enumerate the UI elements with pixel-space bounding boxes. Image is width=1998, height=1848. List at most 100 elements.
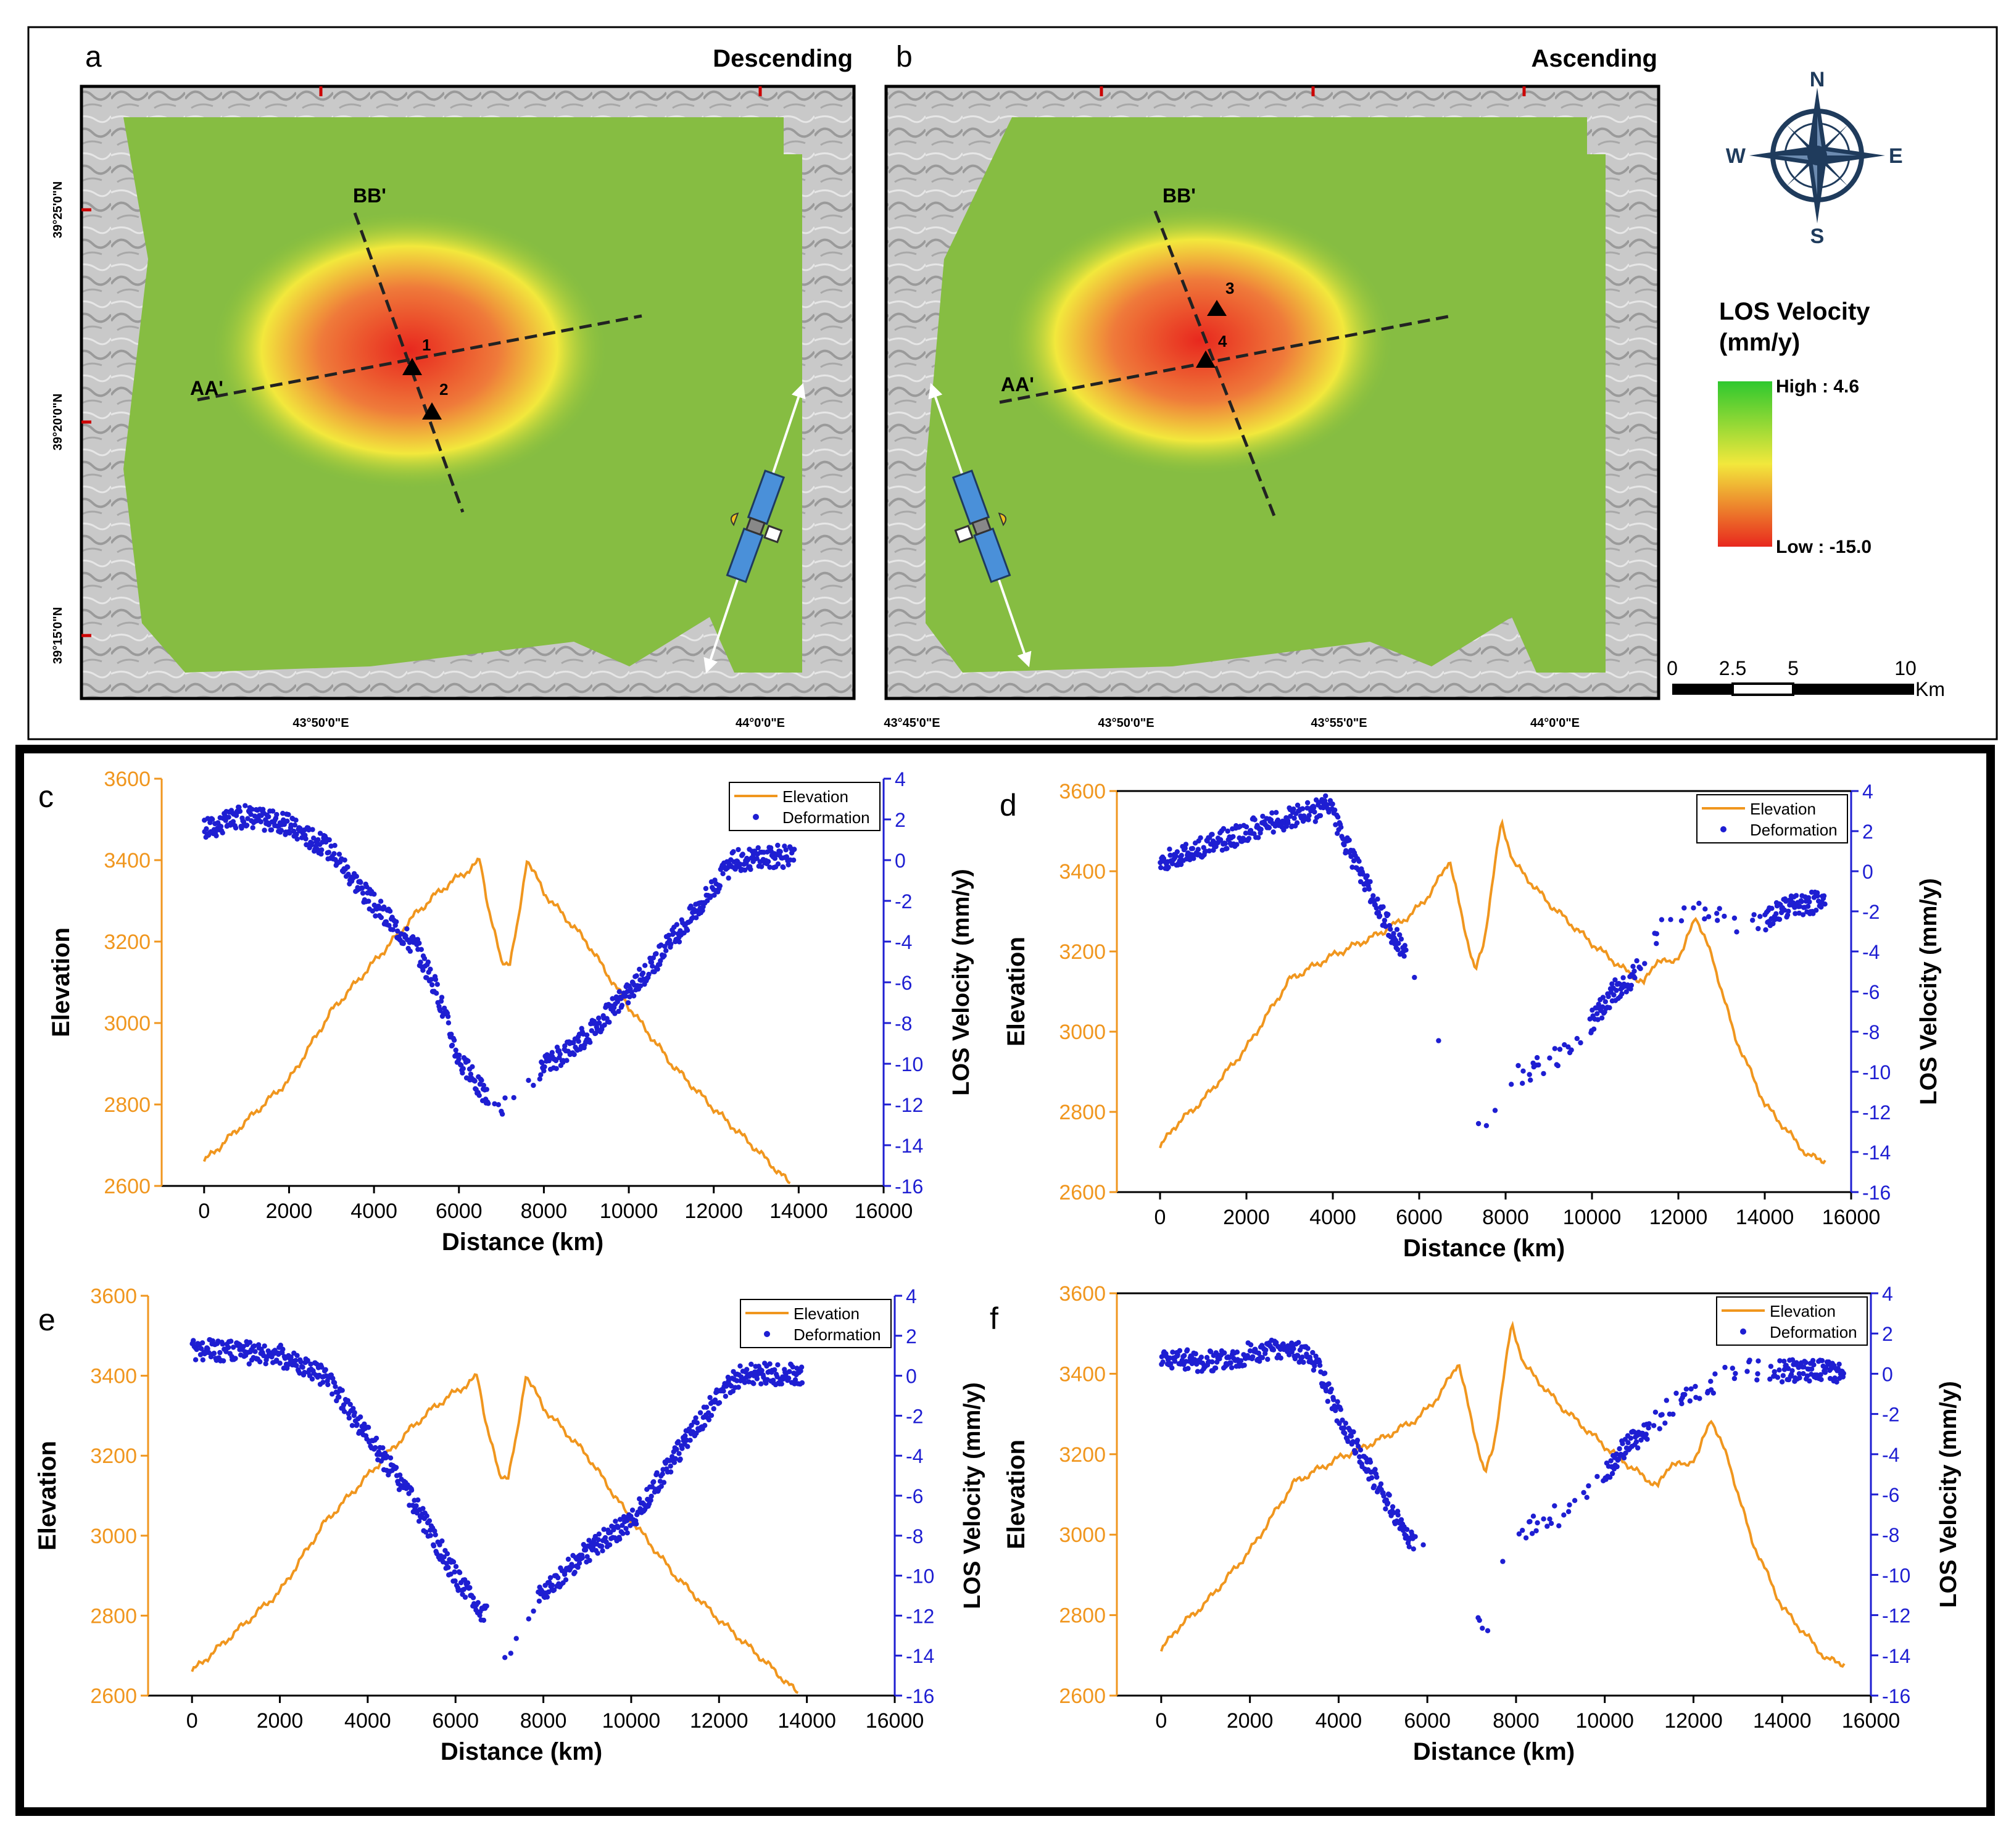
chart-f-deformation-point bbox=[1804, 1373, 1810, 1379]
chart-c-deformation-point bbox=[303, 836, 309, 842]
chart-e-y2-tick-label: -12 bbox=[906, 1605, 934, 1627]
chart-c-deformation-point bbox=[425, 959, 431, 965]
chart-e-deformation-point bbox=[437, 1542, 442, 1548]
chart-e-y2-tick-label: -16 bbox=[906, 1685, 934, 1707]
chart-c-deformation-point bbox=[537, 1076, 542, 1082]
map-a-title: Descending bbox=[713, 45, 853, 72]
chart-e-deformation-point bbox=[693, 1415, 698, 1421]
chart-e-y2-tick-label: -4 bbox=[906, 1445, 923, 1467]
chart-e-deformation-point bbox=[674, 1446, 679, 1452]
chart-e-deformation-point bbox=[373, 1445, 378, 1451]
chart-f-deformation-point bbox=[1679, 1401, 1685, 1407]
chart-e-deformation-point bbox=[330, 1375, 336, 1382]
scale-tick-5: 5 bbox=[1788, 657, 1799, 679]
map-b-lon-2: 43°50'0"E bbox=[1098, 716, 1154, 730]
chart-d-deformation-point bbox=[1224, 846, 1230, 851]
chart-e-deformation-point bbox=[649, 1493, 654, 1499]
chart-e-deformation-point bbox=[775, 1362, 781, 1368]
chart-e-deformation-point bbox=[302, 1370, 307, 1375]
chart-f-deformation-point bbox=[1226, 1355, 1232, 1361]
chart-d-deformation-point bbox=[1323, 793, 1329, 799]
chart-c-deformation-point bbox=[775, 861, 781, 867]
chart-d-y-tick-label: 3000 bbox=[1059, 1021, 1106, 1044]
chart-c-deformation-point bbox=[342, 857, 347, 863]
chart-c-deformation-point bbox=[451, 1037, 457, 1043]
chart-e-deformation-point bbox=[431, 1543, 437, 1549]
chart-c-deformation-point bbox=[236, 805, 242, 810]
chart-e-deformation-point bbox=[305, 1357, 310, 1364]
chart-d-deformation-point bbox=[1294, 820, 1300, 826]
chart-d-deformation-point bbox=[1492, 1108, 1498, 1113]
chart-e-deformation-point bbox=[465, 1580, 471, 1586]
chart-d-deformation-point bbox=[1312, 809, 1317, 815]
chart-d-deformation-point bbox=[1295, 802, 1301, 808]
chart-e-deformation-point bbox=[380, 1445, 386, 1451]
chart-c-deformation-point bbox=[286, 812, 291, 818]
chart-c-deformation-point bbox=[616, 1008, 621, 1014]
chart-f-xlabel: Distance (km) bbox=[1413, 1738, 1575, 1765]
chart-f-legend-box bbox=[1716, 1296, 1868, 1346]
chart-e-y-tick-label: 3400 bbox=[90, 1365, 137, 1388]
chart-c-deformation-point bbox=[434, 990, 439, 996]
chart-e-deformation-point bbox=[502, 1655, 508, 1660]
chart-f-deformation-point bbox=[1628, 1435, 1633, 1441]
chart-e-deformation-point bbox=[599, 1543, 605, 1549]
chart-f-deformation-point bbox=[1608, 1458, 1614, 1464]
chart-e-deformation-point bbox=[787, 1369, 792, 1375]
chart-d-deformation-point bbox=[1291, 806, 1296, 812]
chart-d-deformation-point bbox=[1178, 861, 1184, 868]
chart-d-deformation-point bbox=[1311, 805, 1317, 811]
chart-f-deformation-point bbox=[1291, 1346, 1296, 1351]
chart-e-deformation-point bbox=[453, 1564, 459, 1569]
chart-e-deformation-point bbox=[397, 1472, 403, 1478]
chart-e-deformation-point bbox=[341, 1409, 347, 1414]
chart-e-deformation-point bbox=[712, 1397, 718, 1403]
chart-c-deformation-point bbox=[642, 963, 648, 968]
chart-f-deformation-point bbox=[1485, 1628, 1491, 1633]
chart-c-deformation-point bbox=[390, 927, 396, 932]
chart-e-deformation-point bbox=[292, 1357, 299, 1364]
chart-d-y2-tick-label: 2 bbox=[1862, 821, 1873, 843]
chart-f-deformation-point bbox=[1594, 1473, 1600, 1480]
chart-d-deformation-point bbox=[1401, 953, 1407, 959]
chart-c-deformation-point bbox=[387, 908, 393, 914]
chart-d-deformation-point bbox=[1602, 999, 1608, 1005]
chart-f-deformation-point bbox=[1341, 1425, 1347, 1431]
chart-d-ylabel: Elevation bbox=[1003, 937, 1030, 1046]
chart-d-y2-tick-label: -2 bbox=[1862, 901, 1880, 923]
chart-f-y2-tick-label: -8 bbox=[1882, 1524, 1899, 1546]
chart-f-deformation-point bbox=[1367, 1459, 1374, 1465]
chart-e-x-tick-label: 0 bbox=[186, 1709, 198, 1733]
chart-d-deformation-point bbox=[1781, 907, 1788, 913]
chart-c-deformation-point bbox=[456, 1056, 462, 1062]
chart-d-deformation-point bbox=[1397, 932, 1403, 938]
chart-f-deformation-point bbox=[1635, 1445, 1641, 1451]
chart-d-deformation-point bbox=[1706, 914, 1712, 919]
chart-d-deformation-point bbox=[1300, 806, 1306, 811]
chart-c-y2-tick-label: 4 bbox=[895, 768, 906, 790]
map-b-deformation-zone bbox=[933, 167, 1501, 561]
chart-f-deformation-point bbox=[1586, 1483, 1591, 1489]
chart-c-deformation-point bbox=[542, 1064, 547, 1070]
chart-f-deformation-point bbox=[1280, 1341, 1286, 1347]
chart-d-deformation-point bbox=[1412, 974, 1417, 980]
chart-f-deformation-point bbox=[1572, 1498, 1578, 1503]
map-b-point-4-marker bbox=[1196, 350, 1216, 368]
chart-c-deformation-point bbox=[484, 1087, 489, 1092]
chart-f-deformation-point bbox=[1682, 1391, 1688, 1398]
chart-d-deformation-point bbox=[1815, 893, 1820, 899]
chart-d-deformation-point bbox=[1722, 913, 1727, 919]
chart-f-y2-tick-label: 0 bbox=[1882, 1363, 1893, 1385]
chart-d-deformation-point bbox=[1520, 1068, 1526, 1074]
chart-d-deformation-point bbox=[1370, 893, 1376, 898]
chart-f-deformation-point bbox=[1584, 1494, 1590, 1500]
chart-d-deformation-point bbox=[1797, 903, 1802, 909]
chart-c-deformation-point bbox=[358, 879, 363, 885]
chart-f-deformation-point bbox=[1529, 1531, 1535, 1536]
chart-f-deformation-point bbox=[1818, 1377, 1824, 1382]
chart-f-y-tick-label: 3000 bbox=[1059, 1523, 1106, 1547]
chart-e-deformation-point bbox=[298, 1359, 304, 1365]
chart-f-deformation-point bbox=[1646, 1421, 1652, 1427]
chart-c-y2-tick-label: 2 bbox=[895, 809, 906, 831]
chart-d-deformation-point bbox=[1691, 905, 1696, 911]
